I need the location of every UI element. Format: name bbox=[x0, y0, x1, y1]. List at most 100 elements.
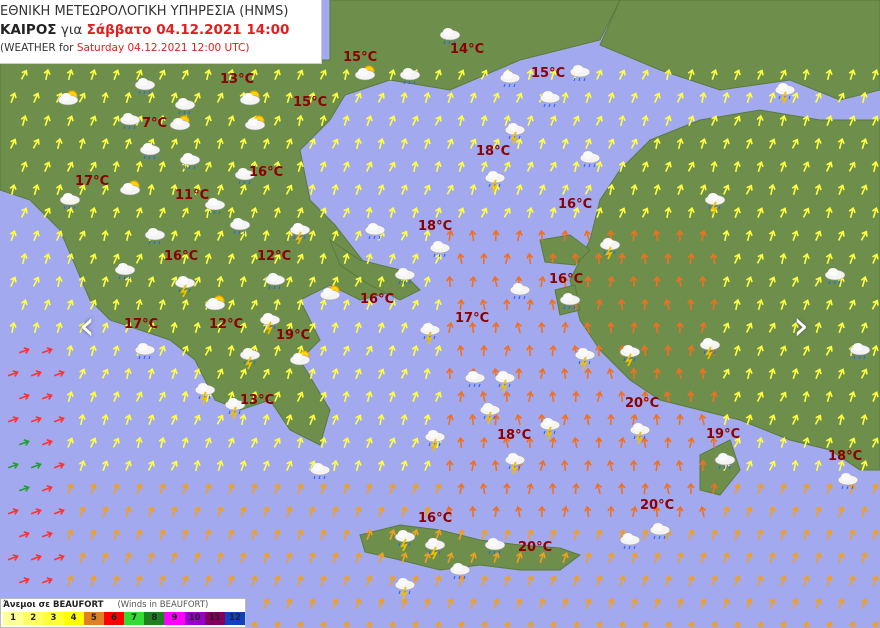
wind-arrow bbox=[654, 92, 661, 103]
wind-arrow bbox=[18, 485, 30, 492]
wind-arrow bbox=[204, 115, 212, 126]
wind-arrow bbox=[607, 92, 615, 103]
wind-arrow bbox=[549, 344, 557, 357]
wind-arrow bbox=[469, 459, 477, 472]
wind-arrow bbox=[308, 92, 316, 103]
sun-cloud-icon bbox=[169, 115, 191, 131]
wind-arrow bbox=[216, 230, 224, 241]
wind-arrow bbox=[296, 575, 304, 586]
wind-arrow bbox=[112, 483, 120, 494]
wind-arrow bbox=[124, 91, 132, 104]
wind-arrow bbox=[791, 598, 799, 609]
wind-arrow bbox=[664, 575, 672, 586]
wind-arrow bbox=[526, 575, 534, 586]
next-button[interactable]: › bbox=[786, 306, 816, 346]
wind-arrow bbox=[618, 482, 626, 495]
beaufort-scale: 1 2 3 4 5 6 7 8 9 10 11 12 bbox=[3, 612, 246, 625]
wind-arrow bbox=[20, 114, 28, 127]
wind-arrow bbox=[342, 529, 350, 540]
wind-arrow bbox=[687, 436, 695, 449]
thunderstorm-icon bbox=[574, 348, 596, 370]
wind-arrow bbox=[779, 298, 787, 311]
wind-arrow bbox=[630, 552, 638, 563]
prev-button[interactable]: ‹ bbox=[72, 306, 102, 346]
wind-arrow bbox=[20, 69, 28, 80]
wind-arrow bbox=[618, 621, 626, 628]
wind-arrow bbox=[848, 253, 856, 264]
wind-arrow bbox=[802, 437, 810, 448]
wind-arrow bbox=[860, 598, 868, 609]
wind-arrow bbox=[607, 505, 615, 518]
wind-arrow bbox=[423, 413, 431, 426]
wind-arrow bbox=[572, 575, 580, 586]
wind-arrow bbox=[423, 598, 431, 609]
wind-arrow bbox=[745, 414, 753, 425]
wind-arrow bbox=[469, 321, 477, 334]
rain-cloud-icon bbox=[59, 193, 81, 210]
wind-arrow bbox=[158, 575, 166, 586]
wind-arrow bbox=[285, 91, 293, 104]
wind-arrow bbox=[572, 160, 580, 173]
wind-arrow bbox=[561, 505, 569, 518]
wind-arrow bbox=[89, 391, 97, 402]
wind-arrow bbox=[204, 68, 212, 81]
wind-arrow bbox=[41, 577, 53, 584]
wind-arrow bbox=[9, 183, 17, 196]
wind-arrow bbox=[618, 69, 626, 80]
wind-arrow bbox=[273, 115, 281, 126]
wind-arrow bbox=[860, 506, 868, 517]
sun-cloud-icon bbox=[289, 350, 311, 366]
wind-arrow bbox=[158, 436, 166, 449]
wind-arrow bbox=[848, 299, 856, 310]
wind-arrow bbox=[181, 69, 189, 80]
wind-arrow bbox=[342, 621, 350, 628]
wind-arrow bbox=[89, 344, 97, 357]
wind-arrow bbox=[802, 114, 810, 127]
wind-arrow bbox=[354, 414, 362, 425]
wind-arrow bbox=[722, 184, 730, 195]
wind-arrow bbox=[296, 298, 304, 311]
wind-arrow bbox=[698, 413, 707, 426]
beaufort-level: 1 bbox=[3, 612, 24, 625]
wind-arrow bbox=[55, 184, 63, 195]
wind-arrow bbox=[423, 276, 431, 287]
wind-arrow bbox=[354, 598, 362, 609]
wind-arrow bbox=[757, 207, 764, 218]
wind-arrow bbox=[561, 598, 569, 609]
wind-arrow bbox=[585, 138, 592, 149]
wind-arrow bbox=[354, 276, 362, 287]
wind-arrow bbox=[194, 230, 201, 241]
wind-arrow bbox=[262, 598, 270, 609]
wind-arrow bbox=[779, 69, 787, 80]
wind-arrow bbox=[365, 575, 373, 586]
wind-arrow bbox=[676, 92, 684, 103]
wind-arrow bbox=[388, 575, 396, 586]
wind-arrow bbox=[32, 276, 40, 287]
wind-arrow bbox=[687, 482, 695, 495]
wind-arrow bbox=[733, 437, 741, 448]
wind-arrow bbox=[434, 529, 442, 540]
thunderstorm-icon bbox=[419, 323, 441, 345]
wind-arrow bbox=[630, 459, 638, 472]
rain-cloud-icon bbox=[579, 151, 601, 168]
wind-arrow bbox=[7, 508, 19, 515]
wind-arrow bbox=[309, 276, 316, 287]
wind-arrow bbox=[699, 91, 707, 104]
wind-arrow bbox=[848, 206, 856, 219]
wind-arrow bbox=[515, 598, 523, 609]
wind-arrow bbox=[860, 91, 868, 104]
wind-arrow bbox=[308, 506, 316, 517]
wind-arrow bbox=[780, 345, 787, 356]
rain-cloud-icon bbox=[134, 78, 156, 95]
wind-arrow bbox=[53, 370, 65, 377]
wind-arrow bbox=[699, 137, 707, 150]
wind-arrow bbox=[469, 505, 477, 518]
wind-arrow bbox=[504, 161, 511, 172]
wind-arrow bbox=[377, 275, 385, 288]
wind-arrow bbox=[446, 598, 454, 609]
wind-arrow bbox=[561, 275, 569, 288]
wind-arrow bbox=[18, 347, 30, 354]
wind-arrow bbox=[216, 414, 224, 425]
wind-arrow bbox=[113, 253, 120, 264]
wind-arrow bbox=[377, 92, 385, 103]
